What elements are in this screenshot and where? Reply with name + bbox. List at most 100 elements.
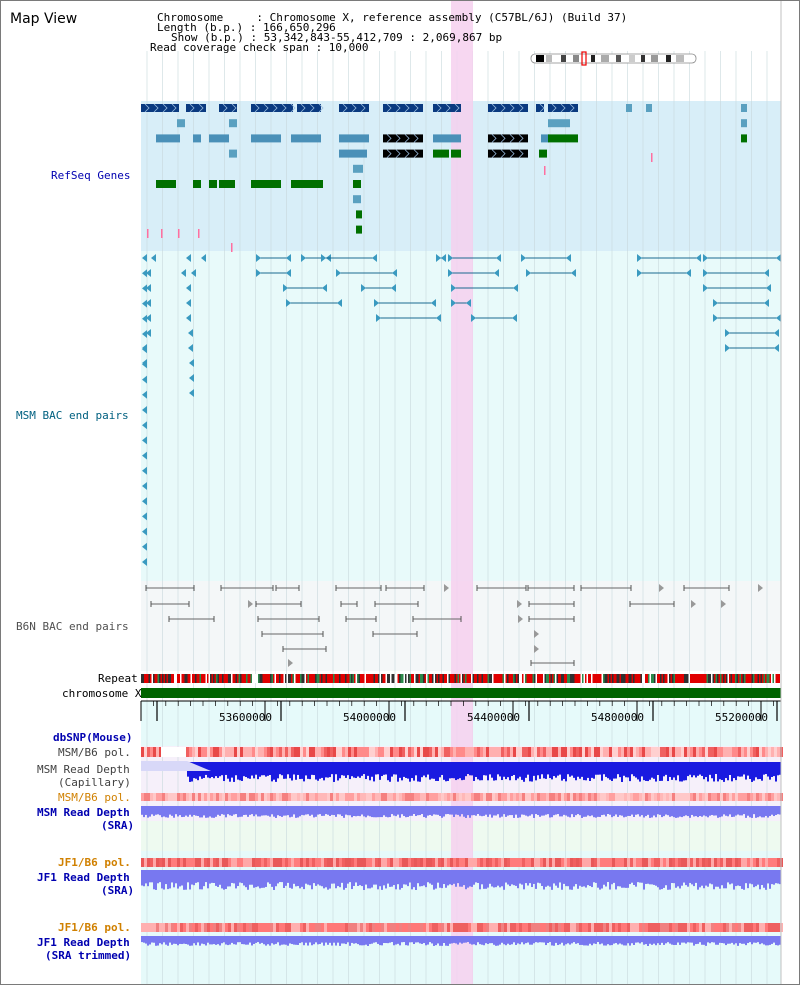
strand-arrow bbox=[351, 103, 357, 113]
repeat-element bbox=[337, 674, 339, 683]
repeat-element bbox=[244, 674, 246, 683]
jf1-depth-bar bbox=[285, 870, 287, 886]
msm-depth-sra-bar bbox=[573, 806, 575, 818]
jf1-depth-trim-bar bbox=[169, 936, 171, 943]
msm-depth-sra-bar bbox=[549, 806, 551, 818]
strand-arrow bbox=[518, 103, 524, 113]
jf1-b6-pol-cell bbox=[495, 858, 498, 867]
jf1-b6-pol-cell bbox=[225, 858, 228, 867]
jf1-depth-trim-bar bbox=[205, 936, 207, 946]
msm-bac-end bbox=[774, 329, 779, 337]
repeat-element bbox=[564, 674, 566, 683]
msm-depth-sra-bar bbox=[441, 806, 443, 818]
repeat-element bbox=[507, 674, 509, 683]
msm-depth-sra-bar bbox=[161, 806, 163, 818]
jf1-b6-pol-cell bbox=[387, 858, 390, 867]
jf1-depth-trim-bar bbox=[407, 936, 409, 946]
msm-b6-pol-sra-cell bbox=[270, 793, 273, 801]
jf1-depth-bar bbox=[415, 870, 417, 890]
repeat-element bbox=[604, 674, 606, 683]
msm-depth-cap-bar bbox=[251, 762, 253, 776]
jf1-depth-bar bbox=[223, 870, 225, 890]
msm-depth-cap-bar bbox=[615, 762, 617, 779]
jf1-depth-trim-bar bbox=[569, 936, 571, 945]
repeat-element bbox=[444, 674, 446, 683]
msm-depth-sra-bar bbox=[653, 806, 655, 816]
msm-depth-cap-bar bbox=[475, 762, 477, 777]
jf1-b6-pol-cell bbox=[327, 858, 330, 867]
refseq-genes-label[interactable]: RefSeq Genes bbox=[51, 169, 131, 182]
jf1-b6-pol-trim-cell bbox=[351, 923, 354, 932]
pink-marker bbox=[544, 166, 546, 175]
repeat-element bbox=[486, 674, 488, 683]
strand-arrow bbox=[231, 103, 237, 113]
refseq-gene bbox=[433, 104, 461, 112]
jf1-b6-pol-cell bbox=[690, 858, 693, 867]
msm-depth-sra-bar bbox=[421, 806, 423, 815]
msm-depth-cap-bar bbox=[307, 762, 309, 779]
repeat-element bbox=[477, 674, 479, 683]
msm-depth-cap-bar bbox=[419, 762, 421, 782]
msm-bac-end bbox=[142, 390, 147, 399]
jf1-b6-pol-trim-cell bbox=[153, 923, 156, 932]
repeat-element bbox=[225, 674, 227, 683]
repeat-element bbox=[513, 674, 515, 683]
msm-bac-end bbox=[725, 329, 730, 337]
msm-depth-sra-bar bbox=[167, 806, 169, 818]
msm-depth-sra-bar bbox=[619, 806, 621, 816]
repeat-element bbox=[240, 674, 242, 683]
repeat-element bbox=[556, 674, 558, 683]
msm-b6-pol-sra-cell bbox=[729, 793, 732, 801]
refseq-gene bbox=[536, 104, 544, 112]
jf1-depth-bar bbox=[353, 870, 355, 886]
msm-depth-sra-bar bbox=[501, 806, 503, 817]
repeat-element bbox=[442, 674, 444, 683]
msm-depth-cap-bar bbox=[353, 762, 355, 778]
msm-depth-sra-bar bbox=[271, 806, 273, 815]
msm-depth-sra-bar bbox=[635, 806, 637, 815]
b6n-bac-label[interactable]: B6N BAC end pairs bbox=[16, 620, 129, 633]
msm-b6-pol-sra-cell bbox=[543, 793, 546, 801]
strand-arrow bbox=[509, 103, 515, 113]
jf1-b6-pol-trim-cell bbox=[723, 923, 726, 932]
jf1-depth-trim-bar bbox=[751, 936, 753, 945]
msm-b6-pol-cap-cell bbox=[393, 747, 396, 757]
msm-depth-cap-bar bbox=[757, 762, 759, 780]
jf1-b6-pol-cell bbox=[765, 858, 768, 867]
msm-depth-sra-bar bbox=[551, 806, 553, 818]
jf1-b6-pol-trim-cell bbox=[147, 923, 150, 932]
jf1-b6-pol-cell bbox=[180, 858, 183, 867]
repeat-element bbox=[637, 674, 639, 683]
msm-depth-sra-bar bbox=[641, 806, 643, 816]
msm-b6-pol-cap-cell bbox=[654, 747, 657, 757]
msm-depth-cap-bar bbox=[735, 762, 737, 781]
repeat-element bbox=[163, 674, 165, 683]
jf1-depth-trim-bar bbox=[761, 936, 763, 944]
msm-depth-sra-bar bbox=[759, 806, 761, 817]
repeat-element bbox=[208, 674, 210, 683]
jf1-depth-trim-bar bbox=[609, 936, 611, 946]
jf1-b6-pol-cell bbox=[405, 858, 408, 867]
msm-depth-sra-bar bbox=[479, 806, 481, 816]
dbsnp-label[interactable]: dbSNP(Mouse) bbox=[53, 731, 133, 744]
repeat-element bbox=[537, 674, 539, 683]
jf1-depth-trim-bar bbox=[413, 936, 415, 945]
msm-b6-pol-cap-cell bbox=[717, 747, 720, 757]
msm-depth-cap-bar bbox=[263, 762, 265, 776]
jf1-b6-pol-trim-cell bbox=[684, 923, 687, 932]
msm-b6-pol-cap-cell bbox=[357, 747, 360, 757]
jf1-b6-pol-trim-cell bbox=[537, 923, 540, 932]
msm-bac-label[interactable]: MSM BAC end pairs bbox=[16, 409, 129, 422]
refseq-gene bbox=[141, 104, 179, 112]
msm-depth-sra-bar bbox=[627, 806, 629, 816]
jf1-b6-pol-cell bbox=[426, 858, 429, 867]
msm-bac-end bbox=[142, 314, 147, 323]
msm-b6-pol-cap-cell bbox=[768, 747, 771, 757]
msm-depth-cap-bar bbox=[733, 762, 735, 779]
jf1-b6-pol-trim-cell bbox=[165, 923, 168, 932]
msm-depth-sra-bar bbox=[153, 806, 155, 816]
repeat-element bbox=[178, 674, 180, 683]
jf1-depth-bar bbox=[473, 870, 475, 885]
jf1-b6-pol-trim-cell bbox=[678, 923, 681, 932]
